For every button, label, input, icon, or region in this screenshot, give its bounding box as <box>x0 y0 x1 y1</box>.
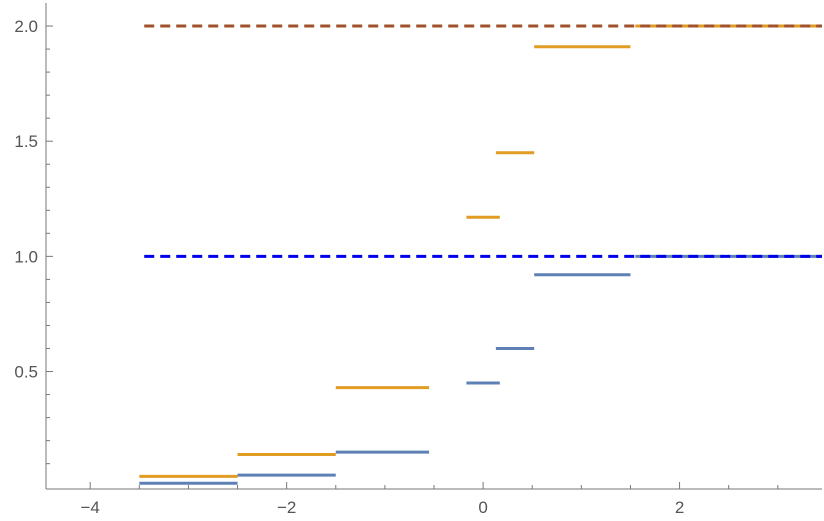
y-tick-label: 1.5 <box>14 132 38 151</box>
y-tick-label: 2.0 <box>14 17 38 36</box>
series-0 <box>139 254 822 485</box>
y-tick-label: 0.5 <box>14 363 38 382</box>
x-tick-label: 2 <box>675 498 684 517</box>
series-1 <box>139 24 822 478</box>
x-tick-label: −2 <box>277 498 296 517</box>
axes: −4 −2 0 2 0.5 1.0 1.5 2.0 <box>14 3 822 517</box>
x-tick-label: −4 <box>81 498 100 517</box>
x-tick-label: 0 <box>478 498 487 517</box>
y-tick-label: 1.0 <box>14 247 38 266</box>
chart-marks <box>139 24 822 485</box>
